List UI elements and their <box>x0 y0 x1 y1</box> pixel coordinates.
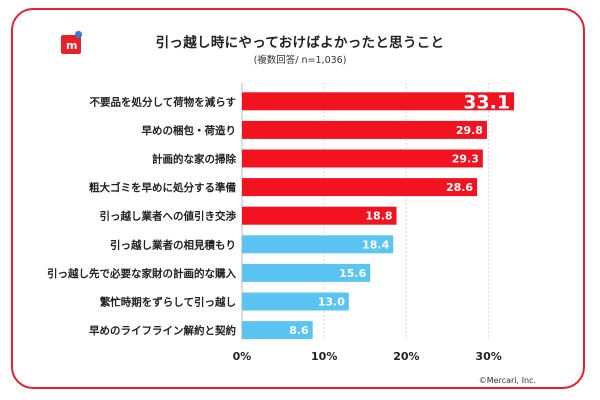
value-label: 29.3 <box>452 153 479 166</box>
category-label: 粗大ゴミを早めに処分する準備 <box>89 181 236 194</box>
bar <box>242 321 313 340</box>
value-label: 18.8 <box>365 210 392 223</box>
value-label: 13.0 <box>318 296 345 309</box>
value-label: 33.1 <box>463 91 510 113</box>
category-label: 早めの梱包・荷造り <box>142 124 237 137</box>
x-tick-label: 0% <box>233 350 252 363</box>
x-tick-label: 10% <box>311 350 337 363</box>
chart-subtitle: (複数回答/ n=1,036) <box>253 55 347 66</box>
bar <box>242 292 349 311</box>
copyright: ©Mercari, Inc. <box>478 376 536 385</box>
value-label: 29.8 <box>456 124 483 137</box>
bar <box>242 149 483 168</box>
chart-title: 引っ越し時にやっておけばよかったと思うこと <box>155 35 445 51</box>
value-label: 28.6 <box>446 181 473 194</box>
category-label: 引っ越し業者への値引き交渉 <box>100 210 237 223</box>
category-label: 引っ越し先で必要な家財の計画的な購入 <box>47 267 236 280</box>
bar <box>242 178 478 197</box>
category-label: 計画的な家の掃除 <box>152 153 236 166</box>
chart-frame <box>11 8 585 389</box>
bar <box>242 92 515 111</box>
bar <box>242 263 371 282</box>
category-label: 繁忙時期をずらして引っ越し <box>99 296 236 309</box>
category-label: 不要品を処分して荷物を減らす <box>90 95 236 108</box>
bar <box>242 206 397 225</box>
category-label: 引っ越し業者の相見積もり <box>110 238 236 251</box>
value-label: 8.6 <box>289 324 309 337</box>
x-tick-label: 20% <box>393 350 419 363</box>
category-label: 早めのライフライン解約と契約 <box>89 324 236 337</box>
value-label: 15.6 <box>339 267 366 280</box>
bar <box>242 120 487 139</box>
x-tick-label: 30% <box>475 350 501 363</box>
svg-text:m: m <box>66 39 77 52</box>
bar <box>242 235 394 254</box>
mercari-logo-icon: m <box>61 30 83 54</box>
value-label: 18.4 <box>362 238 389 251</box>
